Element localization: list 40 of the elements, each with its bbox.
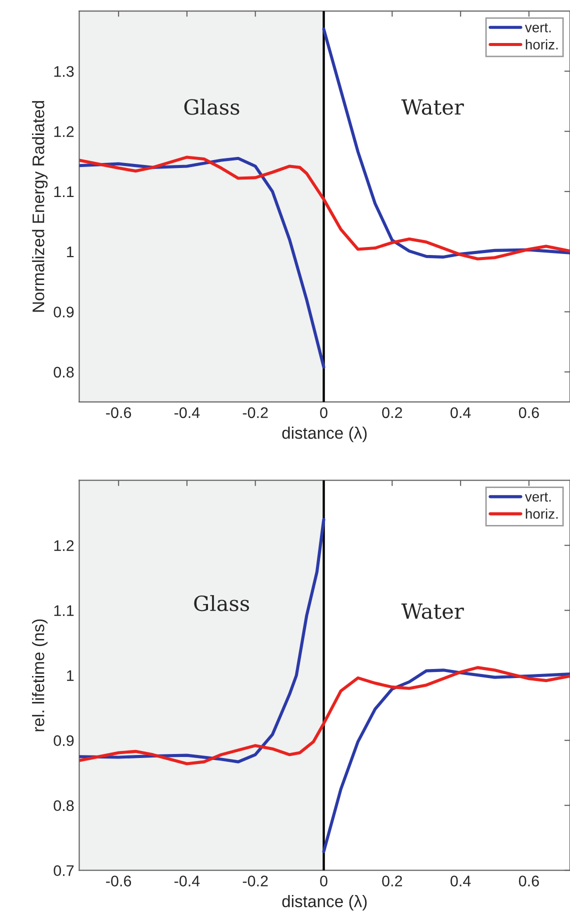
x-axis-title: distance (λ) bbox=[282, 426, 367, 442]
legend-label: horiz. bbox=[526, 39, 558, 50]
line-series bbox=[79, 156, 570, 260]
y-tick-label: 0.9 bbox=[54, 735, 74, 746]
line-series bbox=[79, 666, 570, 766]
x-tick-label: -0.4 bbox=[174, 407, 200, 418]
x-tick-label: -0.4 bbox=[174, 876, 200, 886]
x-tick-label: 0.6 bbox=[518, 407, 539, 418]
annotation: Water bbox=[401, 604, 464, 620]
x-tick-label: 0.4 bbox=[450, 407, 471, 418]
y-tick-label: 1.2 bbox=[54, 540, 74, 551]
y-tick-label: 0.7 bbox=[54, 865, 74, 876]
y-tick-label: 0.8 bbox=[54, 800, 74, 812]
y-tick-label: 1.3 bbox=[54, 66, 74, 77]
x-axis-title: distance (λ) bbox=[282, 895, 367, 911]
y-axis-title: Normalized Energy Radiated bbox=[32, 101, 48, 312]
annotation: Water bbox=[401, 99, 464, 115]
y-axis-title: rel. lifetime (ns) bbox=[32, 619, 48, 732]
annotation: Glass bbox=[194, 595, 250, 612]
y-tick-label: 0.9 bbox=[54, 306, 74, 318]
y-tick-label: 1.1 bbox=[54, 605, 74, 616]
x-tick-label: -0.2 bbox=[242, 407, 268, 418]
y-tick-label: 1.1 bbox=[54, 186, 74, 198]
x-tick-label: 0.2 bbox=[382, 407, 402, 418]
y-tick-label: 0.8 bbox=[54, 366, 74, 378]
legend-label: vert. bbox=[524, 492, 551, 502]
x-tick-label: 0 bbox=[320, 407, 328, 418]
x-tick-label: 0 bbox=[320, 876, 328, 886]
legend-label: horiz. bbox=[526, 508, 558, 519]
y-tick-label: 1 bbox=[67, 246, 74, 258]
annotation: Glass bbox=[184, 98, 240, 115]
x-tick-label: 0.6 bbox=[518, 876, 539, 886]
y-tick-label: 1 bbox=[67, 670, 74, 681]
x-tick-label: 0.2 bbox=[382, 876, 402, 886]
legend-label: vert. bbox=[524, 23, 551, 32]
x-tick-label: -0.6 bbox=[106, 876, 132, 886]
x-tick-label: -0.6 bbox=[106, 407, 132, 418]
x-tick-label: 0.4 bbox=[450, 876, 471, 886]
x-tick-label: -0.2 bbox=[242, 876, 268, 886]
y-tick-label: 1.2 bbox=[54, 126, 74, 137]
